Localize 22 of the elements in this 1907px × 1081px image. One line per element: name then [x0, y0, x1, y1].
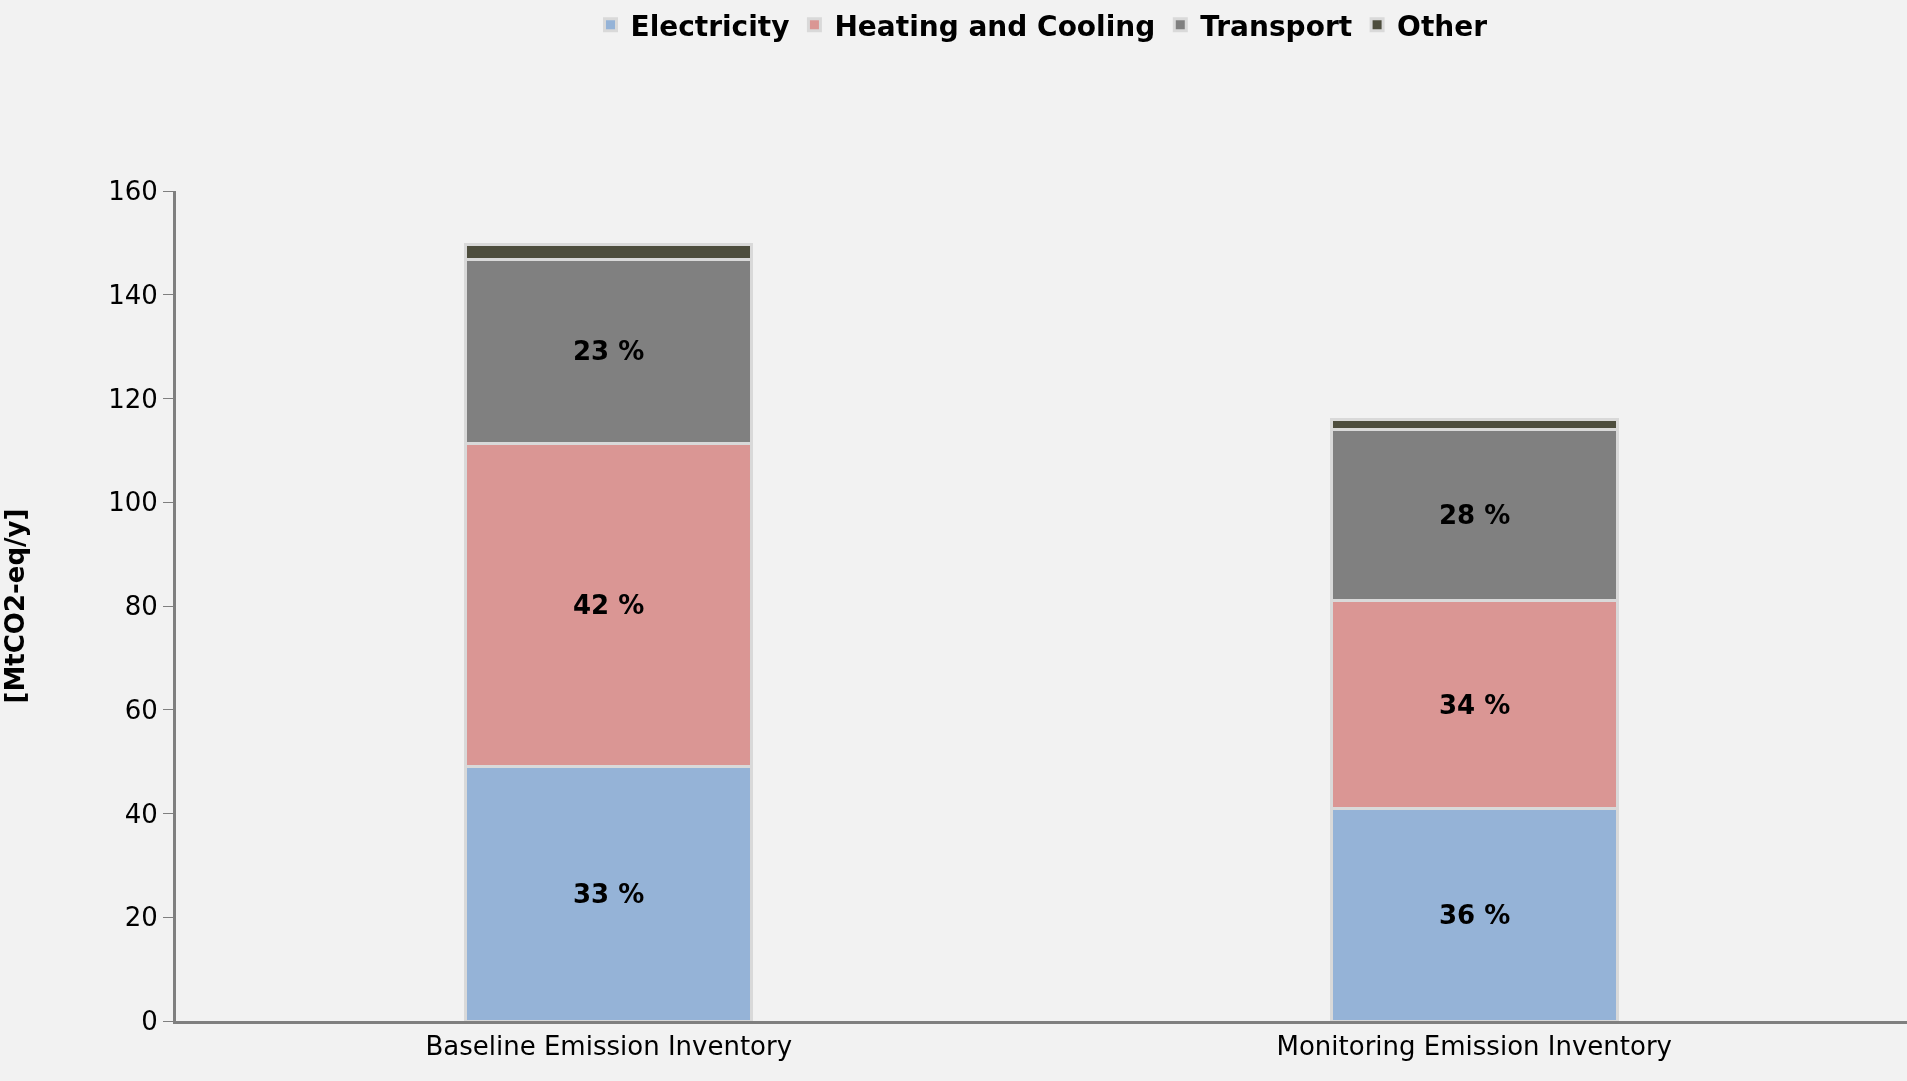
- x-tick-label: Monitoring Emission Inventory: [1276, 1031, 1672, 1062]
- y-tick-label: 20: [124, 902, 158, 933]
- y-tick-label: 0: [141, 1006, 158, 1037]
- y-axis-title: [MtCO2-eq/y]: [0, 508, 30, 704]
- y-tick-label: 80: [124, 591, 158, 622]
- annotation: 28 %: [1439, 500, 1511, 530]
- legend-label: Heating and Cooling: [834, 9, 1156, 43]
- y-tick-label: 120: [108, 383, 158, 414]
- annotation: 36 %: [1439, 900, 1511, 930]
- annotation: 42 %: [573, 590, 645, 620]
- legend-label: Transport: [1200, 9, 1353, 43]
- legend-label: Electricity: [630, 9, 790, 43]
- annotation: 23 %: [573, 336, 645, 366]
- annotation: 34 %: [1439, 690, 1511, 720]
- annotation: 33 %: [573, 879, 645, 909]
- y-tick-label: 60: [124, 694, 158, 725]
- y-tick-label: 160: [108, 176, 158, 207]
- legend-label: Other: [1397, 9, 1488, 43]
- y-tick-label: 40: [124, 798, 158, 829]
- y-tick-label: 100: [108, 487, 158, 518]
- x-tick-label: Baseline Emission Inventory: [425, 1031, 793, 1062]
- y-tick-label: 140: [108, 279, 158, 310]
